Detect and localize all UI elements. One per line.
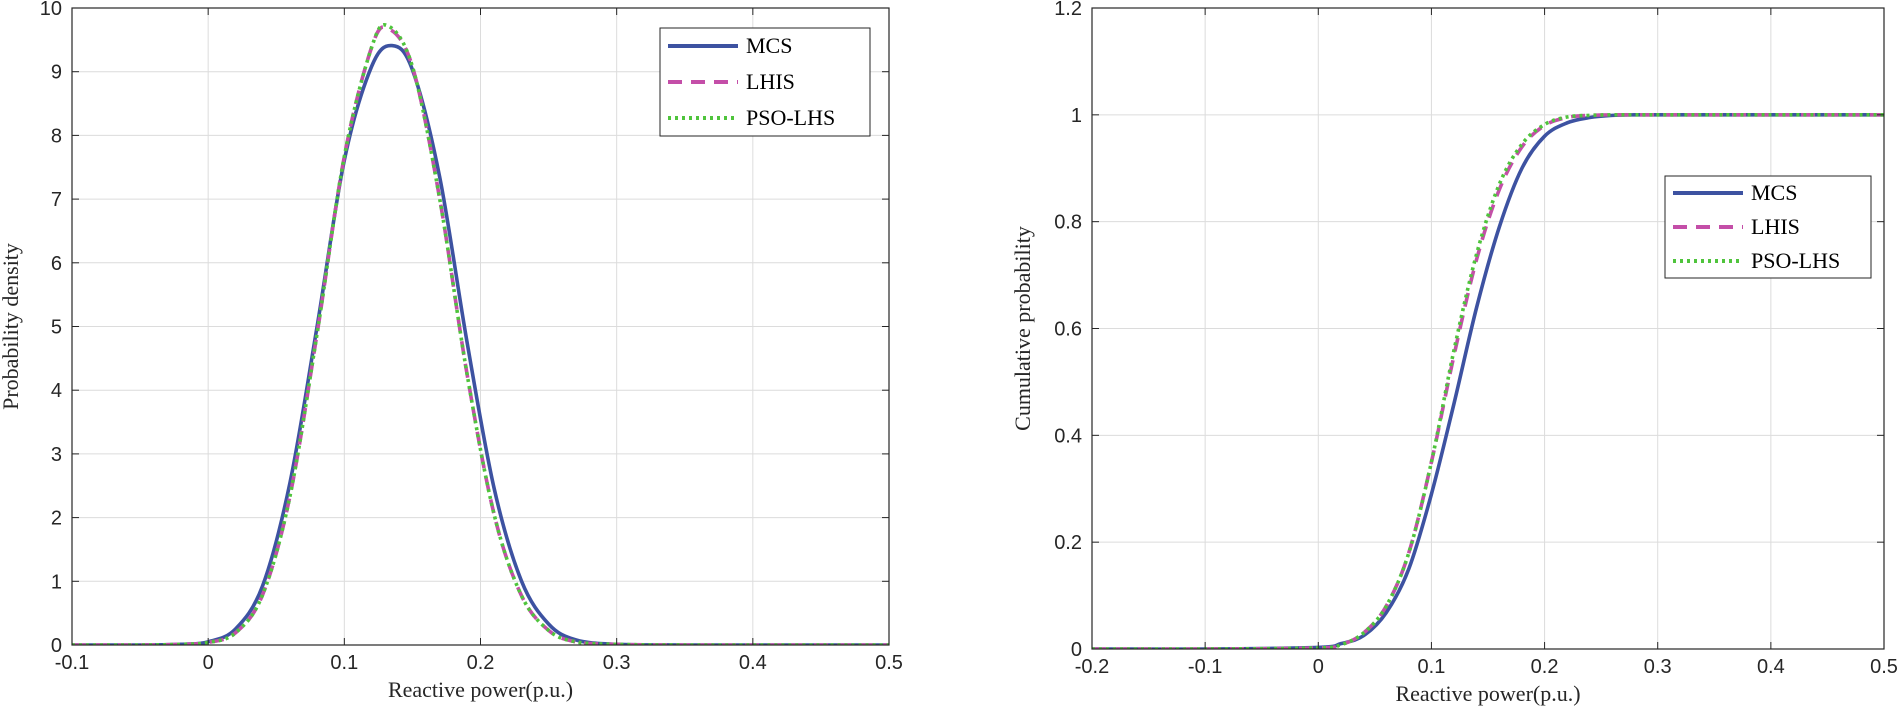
- legend-label-lhis: LHIS: [1751, 214, 1800, 239]
- chart-cumulative-probability: -0.2 -0.1 0 0.1 0.2 0.3 0.4 0.5 0 0.2 0.4 0.6 0.8 1 1.…: [1010, 0, 1898, 706]
- x-tick-label: 0.4: [1757, 656, 1785, 678]
- x-tick-label: 0.2: [467, 652, 495, 674]
- x-tick-label: 0.1: [1418, 656, 1446, 678]
- y-axis-label: Probability density: [0, 243, 23, 410]
- x-tick-label: 0: [203, 652, 214, 674]
- y-tick-label: 4: [51, 380, 62, 402]
- x-tick-label: 0.3: [603, 652, 631, 674]
- y-tick-label: 1.2: [1054, 0, 1082, 20]
- y-tick-label: 5: [51, 317, 62, 339]
- series-group: [72, 23, 889, 645]
- legend-label-lhis: LHIS: [746, 69, 795, 94]
- y-axis-label: Cumulative probability: [1010, 226, 1035, 431]
- y-tick-label: 1: [51, 571, 62, 593]
- chart-probability-density: -0.1 0 0.1 0.2 0.3 0.4 0.5012345678910Reactive…: [0, 0, 903, 702]
- y-tick-label: 9: [51, 62, 62, 84]
- x-axis-label: Reactive power(p.u.): [1395, 681, 1580, 706]
- legend-label-pso-lhs: PSO-LHS: [1751, 248, 1840, 273]
- y-tick-label: 0.4: [1054, 425, 1082, 447]
- series-line-mcs: [1092, 112, 1884, 649]
- y-tick-label: 7: [51, 189, 62, 211]
- y-tick-label: 2: [51, 508, 62, 530]
- x-tick-label: 0.5: [875, 652, 903, 674]
- x-tick-label: 0.4: [739, 652, 767, 674]
- y-tick-label: 0: [51, 635, 62, 657]
- legend: MCS LHIS PSO-LHS: [659, 27, 871, 137]
- y-tick-label: 0: [1071, 639, 1082, 661]
- x-tick-label: 0.5: [1870, 656, 1898, 678]
- x-tick-label: 0.2: [1531, 656, 1559, 678]
- y-tick-label: 0.2: [1054, 532, 1082, 554]
- x-tick-label: -0.1: [55, 652, 89, 674]
- y-tick-label: 0.8: [1054, 212, 1082, 234]
- y-tick-label: 1: [1071, 105, 1082, 127]
- y-tick-label: 8: [51, 125, 62, 147]
- y-tick-label: 0.6: [1054, 319, 1082, 341]
- legend-label-mcs: MCS: [746, 33, 792, 58]
- x-tick-label: -0.1: [1188, 656, 1222, 678]
- legend-label-mcs: MCS: [1751, 180, 1797, 205]
- series-group: [1092, 112, 1884, 649]
- x-axis-label: Reactive power(p.u.): [388, 677, 573, 702]
- series-line-lhis: [72, 25, 889, 645]
- x-tick-label: 0.3: [1644, 656, 1672, 678]
- legend-label-pso-lhs: PSO-LHS: [746, 105, 835, 130]
- legend: MCS LHIS PSO-LHS: [1664, 175, 1872, 279]
- x-tick-label: 0.1: [330, 652, 358, 674]
- x-tick-label: -0.2: [1075, 656, 1109, 678]
- x-tick-label: 0: [1313, 656, 1324, 678]
- y-tick-label: 10: [40, 0, 62, 20]
- y-tick-label: 6: [51, 253, 62, 275]
- y-tick-label: 3: [51, 444, 62, 466]
